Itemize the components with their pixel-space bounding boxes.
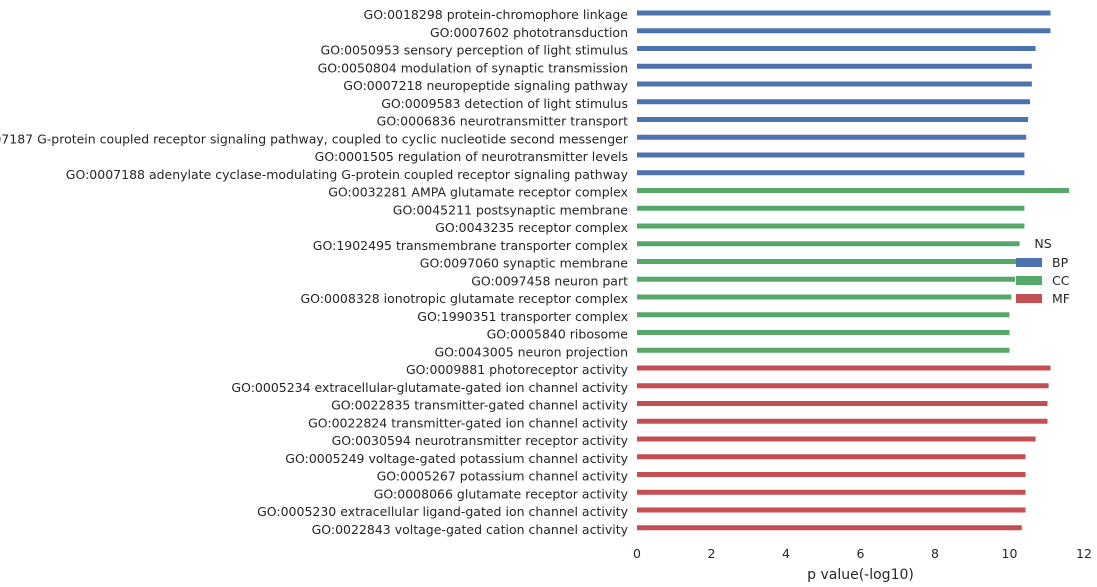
bar-cc	[637, 294, 1012, 300]
bar-bp	[637, 10, 1051, 16]
category-label: GO:0006836 neurotransmitter transport	[377, 114, 628, 129]
category-label: GO:0005267 potassium channel activity	[377, 469, 629, 484]
x-tick-label: 10	[1002, 546, 1018, 561]
bar-cc	[637, 259, 1017, 264]
category-label: GO:0043235 receptor complex	[435, 220, 628, 235]
category-label: GO:0097458 neuron part	[471, 273, 628, 288]
bar-cc	[637, 276, 1016, 282]
category-label: GO:0009881 photoreceptor activity	[406, 362, 629, 377]
category-label: GO:0005249 voltage-gated potassium chann…	[285, 451, 628, 466]
category-label: GO:0005230 extracellular ligand-gated io…	[257, 504, 629, 519]
bar-mf	[637, 383, 1049, 389]
legend-swatch-cc	[1016, 276, 1042, 285]
category-label: GO:0009583 detection of light stimulus	[381, 96, 628, 111]
bar-cc	[637, 223, 1025, 229]
legend-swatch-mf	[1016, 294, 1042, 303]
category-label: GO:0007602 phototransduction	[430, 25, 628, 40]
legend-title: NS	[1034, 236, 1051, 251]
bar-bp	[637, 46, 1036, 51]
bar-mf	[637, 418, 1048, 424]
bar-bp	[637, 152, 1025, 158]
category-label: GO:0005234 extracellular-glutamate-gated…	[231, 380, 628, 395]
category-label: GO:1902495 transmembrane transporter com…	[313, 238, 628, 253]
bar-bp	[637, 117, 1029, 122]
bars	[637, 10, 1070, 531]
bar-bp	[637, 134, 1027, 140]
legend-swatch-bp	[1016, 258, 1042, 267]
category-label: GO:0022835 transmitter-gated channel act…	[331, 398, 628, 413]
category-label: GO:0005840 ribosome	[487, 327, 629, 342]
bar-mf	[637, 489, 1026, 495]
category-label: GO:0007218 neuropeptide signaling pathwa…	[343, 78, 628, 93]
x-tick-label: 4	[782, 546, 790, 561]
bar-mf	[637, 507, 1026, 513]
bar-bp	[637, 81, 1032, 87]
category-labels: GO:0018298 protein-chromophore linkage GO…	[0, 7, 629, 537]
bar-bp	[637, 63, 1032, 69]
category-label: GO:0007187 G-protein coupled receptor si…	[0, 131, 629, 146]
bar-bp	[637, 28, 1051, 34]
x-tick-label: 6	[857, 546, 865, 561]
bar-cc	[637, 241, 1020, 247]
category-label: GO:0043005 neuron projection	[434, 344, 628, 359]
category-label: GO:0050804 modulation of synaptic transm…	[318, 60, 628, 75]
bar-bp	[637, 99, 1030, 105]
category-label: GO:0045211 postsynaptic membrane	[393, 202, 629, 217]
legend: NS BP CC MF	[1016, 236, 1070, 306]
category-label: GO:0001505 regulation of neurotransmitte…	[315, 149, 628, 164]
category-label: GO:0097060 synaptic membrane	[420, 256, 629, 271]
bar-cc	[637, 347, 1010, 353]
bar-cc	[637, 205, 1025, 211]
category-label: GO:0030594 neurotransmitter receptor act…	[332, 433, 629, 448]
legend-label-bp: BP	[1052, 255, 1069, 270]
bar-mf	[637, 365, 1051, 371]
x-tick-label: 2	[708, 546, 716, 561]
x-tick-label: 12	[1076, 546, 1092, 561]
legend-label-cc: CC	[1052, 273, 1070, 288]
category-label: GO:0032281 AMPA glutamate receptor compl…	[328, 185, 628, 200]
category-label: GO:0008066 glutamate receptor activity	[374, 486, 629, 501]
bar-mf	[637, 525, 1022, 531]
category-label: GO:0018298 protein-chromophore linkage	[364, 7, 629, 22]
x-axis: 0 2 4 6 8 10 12	[633, 546, 1092, 561]
bar-cc	[637, 188, 1070, 193]
x-tick-label: 8	[931, 546, 939, 561]
category-label: GO:1990351 transporter complex	[417, 309, 628, 324]
bar-cc	[637, 312, 1010, 318]
bar-cc	[637, 330, 1010, 335]
x-tick-label: 0	[633, 546, 641, 561]
category-label: GO:0050953 sensory perception of light s…	[321, 43, 628, 58]
x-axis-label: p value(-log10)	[807, 567, 914, 583]
category-label: GO:0008328 ionotropic glutamate receptor…	[301, 291, 629, 306]
bar-bp	[637, 170, 1025, 176]
bar-mf	[637, 454, 1026, 460]
category-label: GO:0022843 voltage-gated cation channel …	[312, 522, 629, 537]
category-label: GO:0022824 transmitter-gated ion channel…	[308, 415, 629, 430]
bar-mf	[637, 401, 1048, 406]
category-label: GO:0007188 adenylate cyclase-modulating …	[66, 167, 629, 182]
legend-label-mf: MF	[1052, 291, 1070, 306]
bar-mf	[637, 472, 1026, 477]
bar-mf	[637, 436, 1036, 442]
